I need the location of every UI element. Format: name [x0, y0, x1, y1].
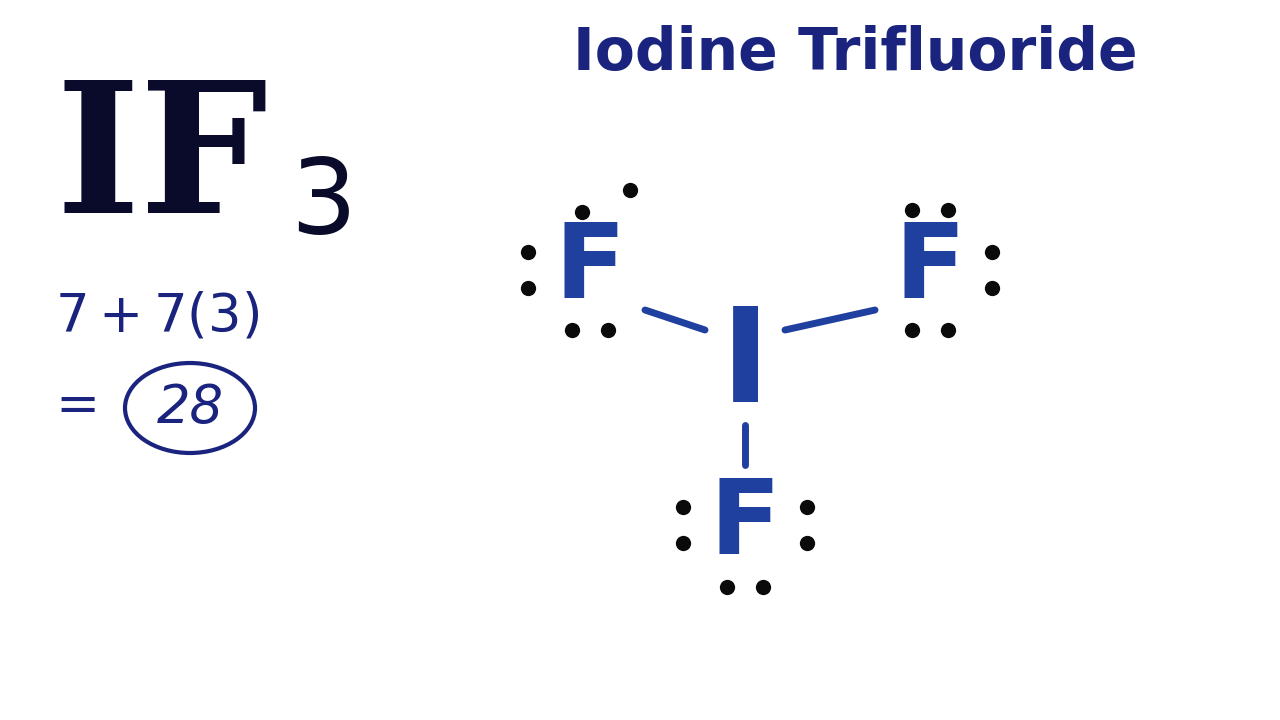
Text: Iodine Trifluoride: Iodine Trifluoride [572, 25, 1138, 82]
Text: F: F [709, 474, 781, 575]
Text: IF: IF [55, 75, 268, 251]
Text: F: F [554, 220, 626, 320]
Text: I: I [721, 302, 769, 428]
Text: F: F [895, 220, 965, 320]
Text: =: = [55, 380, 100, 432]
Text: 28: 28 [156, 382, 224, 434]
Text: 3: 3 [291, 155, 356, 256]
Text: $7+7(3)$: $7+7(3)$ [55, 290, 259, 342]
